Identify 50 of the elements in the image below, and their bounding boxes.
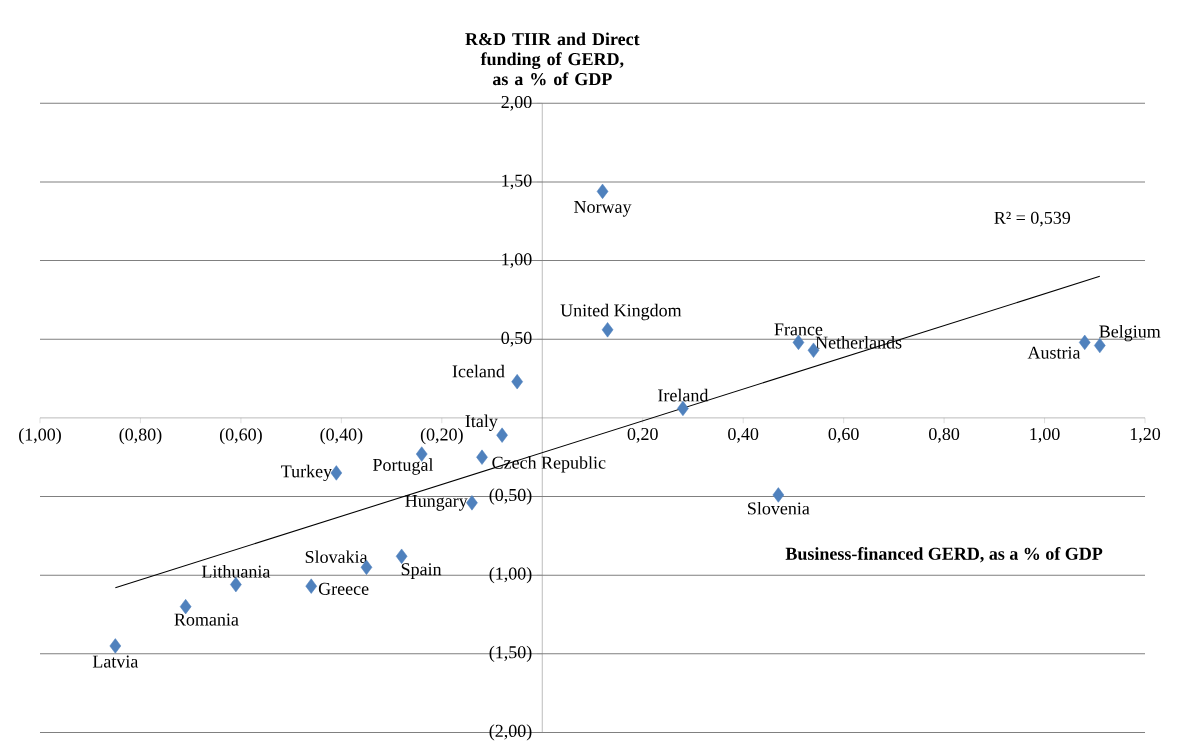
annotation: Latvia	[92, 655, 139, 668]
y-tick-label: 1,00	[502, 252, 532, 268]
y-tick-label: 0,50	[501, 331, 532, 347]
point	[305, 578, 317, 594]
point	[109, 638, 122, 654]
point	[601, 321, 614, 338]
annotation: France	[774, 323, 823, 336]
annotation: Hungary	[405, 494, 468, 511]
y-tick-label: (0,50)	[489, 488, 532, 505]
annotation: Romania	[174, 613, 239, 626]
point	[395, 548, 408, 564]
x-tick-label: (0,40)	[320, 427, 363, 445]
x-tick-label: (0,80)	[119, 427, 162, 445]
y-tick-label: (1,00)	[489, 566, 532, 584]
y-tick-label: (2,00)	[489, 724, 532, 741]
annotation: Ireland	[658, 388, 709, 402]
annotation: Austria	[1027, 346, 1081, 359]
point	[496, 427, 508, 443]
annotation: Lithuania	[201, 564, 271, 578]
annotation: Belgium	[1099, 324, 1161, 342]
annotation: Iceland	[452, 364, 505, 378]
point	[772, 487, 785, 503]
annotation: Norway	[574, 200, 632, 217]
y-axis-title: R&D TIIR and Direct funding of GERD, as a % of GDP	[465, 32, 640, 86]
annotation: Slovenia	[748, 501, 810, 515]
annotation: Greece	[318, 582, 369, 595]
annotation: Turkey	[281, 464, 333, 481]
annotation: Spain	[401, 563, 442, 579]
x-tick-label: 1,20	[1130, 427, 1161, 443]
point	[1078, 334, 1091, 350]
x-axis-title: Business-financed GERD, as a % of GDP	[785, 546, 1103, 563]
x-tick-label: (0,60)	[219, 427, 262, 445]
annotation: United Kingdom	[560, 303, 682, 320]
x-tick-label: (0,20)	[420, 427, 463, 445]
point	[511, 373, 523, 390]
point	[476, 449, 488, 465]
x-tick-label: 0,60	[828, 427, 859, 443]
y-tick-label: 2,00	[501, 95, 532, 111]
point	[596, 183, 609, 199]
x-tick-label: 1,00	[1030, 427, 1060, 443]
y-tick-label: (1,50)	[489, 645, 532, 662]
annotation: Italy	[465, 414, 498, 431]
annotation: R² = 0,539	[994, 211, 1071, 227]
x-tick-label: 0,20	[627, 427, 658, 443]
annotation: Slovakia	[305, 550, 368, 563]
x-tick-label: (1,00)	[19, 427, 61, 445]
x-tick-label: 0,40	[728, 427, 759, 443]
annotation: Portugal	[373, 458, 434, 475]
x-tick-label: 0,80	[929, 427, 960, 443]
y-tick-label: 1,50	[502, 174, 532, 190]
